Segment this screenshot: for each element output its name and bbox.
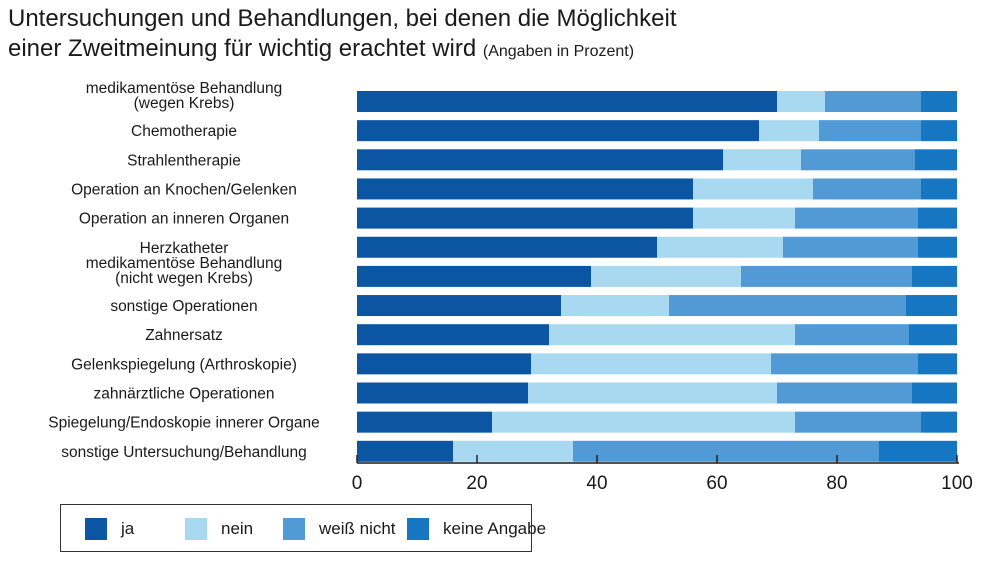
category-label: medikamentöse Behandlung (nicht wegen Kre… — [86, 255, 282, 287]
bar-segment-ja — [357, 207, 693, 229]
bar-segment-nein — [549, 324, 795, 346]
bar-segment-ja — [357, 411, 492, 433]
bar-segment-nein — [693, 178, 813, 200]
bar-segment-ja — [357, 120, 759, 142]
bar-segment-nein — [453, 440, 573, 462]
legend-label-keine-angabe: keine Angabe — [443, 519, 547, 538]
x-tick-label: 80 — [826, 473, 847, 494]
bar-segment-nein — [723, 149, 801, 171]
category-label-line: (nicht wegen Krebs) — [115, 270, 253, 287]
legend-swatch-ja — [85, 518, 107, 540]
bar-segment-ja — [357, 382, 528, 404]
category-label: Operation an inneren Organen — [79, 211, 289, 228]
category-label: Gelenkspiegelung (Arthroskopie) — [71, 356, 297, 373]
bar-segment-ja — [357, 440, 453, 462]
bar-segment-ja — [357, 178, 693, 200]
bar-segment-nein — [591, 265, 741, 287]
bar-segment-nein — [657, 236, 783, 258]
category-label: Spiegelung/Endoskopie innerer Organe — [48, 415, 319, 432]
bar-segment-weiss-nicht — [819, 120, 921, 142]
category-label-line: (wegen Krebs) — [134, 95, 235, 112]
category-label: Zahnersatz — [145, 327, 223, 344]
bar-segment-weiss-nicht — [573, 440, 879, 462]
legend-swatch-keine-angabe — [407, 518, 429, 540]
bar-segment-weiss-nicht — [795, 324, 909, 346]
bar-segment-ja — [357, 149, 723, 171]
bar-segment-keine-angabe — [912, 265, 957, 287]
legend-item-keine-angabe: keine Angabe — [407, 518, 546, 540]
bar-segment-keine-angabe — [921, 120, 957, 142]
legend-item-nein: nein — [185, 518, 253, 540]
bar-segment-weiss-nicht — [669, 295, 906, 317]
bar-segment-keine-angabe — [912, 382, 957, 404]
bar-segment-keine-angabe — [909, 324, 957, 346]
bar-segment-weiss-nicht — [741, 265, 912, 287]
category-label-line: medikamentöse Behandlung — [86, 255, 282, 272]
bar-segment-ja — [357, 91, 777, 112]
bar-segment-nein — [693, 207, 795, 229]
legend-item-ja: ja — [85, 518, 134, 540]
legend-label-ja: ja — [121, 519, 135, 538]
category-label-line: medikamentöse Behandlung — [86, 80, 282, 97]
category-label: Chemotherapie — [131, 123, 237, 140]
chart-title-line2: einer Zweitmeinung für wichtig erachtet … — [8, 35, 477, 62]
bar-segment-weiss-nicht — [771, 353, 918, 375]
bar-segment-nein — [531, 353, 771, 375]
legend-label-weiss-nicht: weiß nicht — [319, 519, 396, 538]
bar-segment-keine-angabe — [918, 236, 957, 258]
bar-segment-keine-angabe — [879, 440, 957, 462]
bar-segment-weiss-nicht — [801, 149, 915, 171]
bar-segment-nein — [561, 295, 669, 317]
x-tick-label: 20 — [466, 473, 487, 494]
bar-segment-ja — [357, 324, 549, 346]
bar-segment-keine-angabe — [921, 178, 957, 200]
chart-title-line1: Untersuchungen und Behandlungen, bei den… — [8, 5, 677, 32]
bar-segment-nein — [759, 120, 819, 142]
bar-segment-weiss-nicht — [795, 207, 918, 229]
category-label: sonstige Operationen — [110, 298, 257, 315]
legend-item-weiss-nicht: weiß nicht — [283, 518, 396, 540]
bar-segment-nein — [492, 411, 795, 433]
x-tick-label: 100 — [941, 473, 973, 494]
legend-swatch-weiss-nicht — [283, 518, 305, 540]
bar-segment-ja — [357, 265, 591, 287]
x-tick-label: 40 — [586, 473, 607, 494]
bar-segment-weiss-nicht — [783, 236, 918, 258]
bar-segment-ja — [357, 236, 657, 258]
category-label: Operation an Knochen/Gelenken — [71, 181, 297, 198]
bar-segment-nein — [777, 91, 825, 112]
category-label: sonstige Untersuchung/Behandlung — [61, 444, 307, 461]
category-label: zahnärztliche Operationen — [94, 386, 275, 403]
chart-legend: ja nein weiß nicht keine Angabe — [60, 504, 546, 552]
bar-segment-weiss-nicht — [795, 411, 921, 433]
legend-swatch-nein — [185, 518, 207, 540]
bar-segment-weiss-nicht — [777, 382, 912, 404]
bar-segment-keine-angabe — [918, 207, 957, 229]
bar-segment-ja — [357, 295, 561, 317]
bar-segment-keine-angabe — [918, 353, 957, 375]
x-tick-label: 60 — [706, 473, 727, 494]
bar-segment-weiss-nicht — [825, 91, 921, 112]
bar-segment-ja — [357, 353, 531, 375]
bar-segment-keine-angabe — [906, 295, 957, 317]
chart-unit-note: (Angaben in Prozent) — [482, 43, 635, 60]
x-tick-label: 0 — [352, 473, 363, 494]
bar-segment-keine-angabe — [915, 149, 957, 171]
bar-segment-nein — [528, 382, 777, 404]
category-label: Herzkatheter — [140, 240, 229, 257]
category-label: Strahlentherapie — [127, 152, 241, 169]
legend-label-nein: nein — [221, 519, 254, 538]
bar-segment-keine-angabe — [921, 91, 957, 112]
chart-title: Untersuchungen und Behandlungen, bei den… — [8, 4, 988, 67]
bar-segment-weiss-nicht — [813, 178, 921, 200]
category-label: medikamentöse Behandlung (wegen Krebs) — [86, 80, 282, 112]
bar-segment-keine-angabe — [921, 411, 957, 433]
